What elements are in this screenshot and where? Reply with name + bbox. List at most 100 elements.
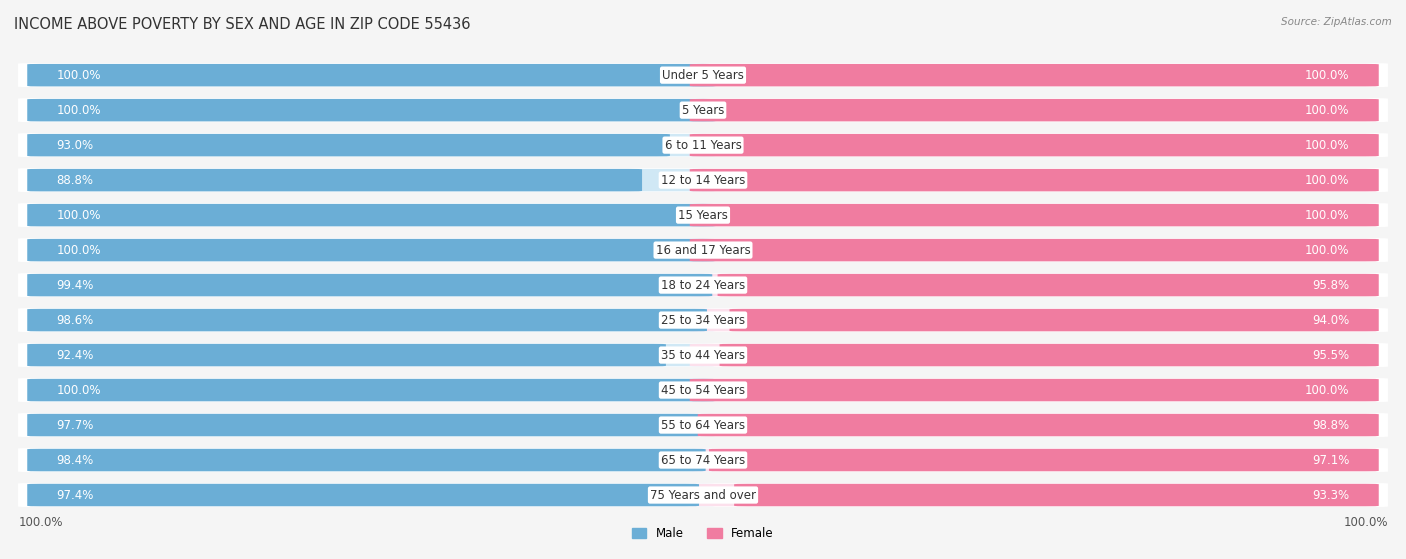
FancyBboxPatch shape — [27, 204, 716, 226]
Text: 100.0%: 100.0% — [56, 209, 101, 221]
FancyBboxPatch shape — [18, 203, 1388, 227]
Text: 100.0%: 100.0% — [1305, 69, 1350, 82]
Text: 100.0%: 100.0% — [1305, 103, 1350, 117]
FancyBboxPatch shape — [734, 484, 1379, 506]
Text: INCOME ABOVE POVERTY BY SEX AND AGE IN ZIP CODE 55436: INCOME ABOVE POVERTY BY SEX AND AGE IN Z… — [14, 17, 471, 32]
FancyBboxPatch shape — [720, 344, 1379, 366]
Text: 55 to 64 Years: 55 to 64 Years — [661, 419, 745, 432]
FancyBboxPatch shape — [18, 238, 1388, 262]
Text: 35 to 44 Years: 35 to 44 Years — [661, 349, 745, 362]
FancyBboxPatch shape — [690, 204, 1379, 226]
Text: 100.0%: 100.0% — [1305, 209, 1350, 221]
Text: 100.0%: 100.0% — [1343, 516, 1388, 529]
FancyBboxPatch shape — [27, 449, 716, 471]
FancyBboxPatch shape — [717, 274, 1379, 296]
Text: 100.0%: 100.0% — [56, 244, 101, 257]
FancyBboxPatch shape — [27, 484, 699, 506]
FancyBboxPatch shape — [697, 414, 1379, 436]
FancyBboxPatch shape — [27, 414, 702, 436]
FancyBboxPatch shape — [27, 64, 716, 86]
FancyBboxPatch shape — [27, 309, 707, 331]
Text: 25 to 34 Years: 25 to 34 Years — [661, 314, 745, 326]
Text: 100.0%: 100.0% — [56, 383, 101, 396]
Text: 12 to 14 Years: 12 to 14 Years — [661, 174, 745, 187]
Text: 5 Years: 5 Years — [682, 103, 724, 117]
FancyBboxPatch shape — [27, 169, 716, 191]
FancyBboxPatch shape — [27, 99, 716, 121]
Text: 100.0%: 100.0% — [56, 69, 101, 82]
Text: Source: ZipAtlas.com: Source: ZipAtlas.com — [1281, 17, 1392, 27]
Text: 93.0%: 93.0% — [56, 139, 94, 151]
FancyBboxPatch shape — [27, 414, 716, 436]
FancyBboxPatch shape — [27, 134, 716, 157]
FancyBboxPatch shape — [690, 239, 1379, 261]
FancyBboxPatch shape — [27, 169, 643, 191]
FancyBboxPatch shape — [27, 484, 716, 506]
FancyBboxPatch shape — [690, 99, 1379, 121]
FancyBboxPatch shape — [690, 134, 1379, 157]
FancyBboxPatch shape — [690, 274, 1379, 296]
FancyBboxPatch shape — [18, 483, 1388, 507]
FancyBboxPatch shape — [709, 449, 1379, 471]
FancyBboxPatch shape — [690, 379, 1379, 401]
FancyBboxPatch shape — [27, 379, 716, 401]
FancyBboxPatch shape — [27, 274, 716, 296]
Text: 100.0%: 100.0% — [1305, 244, 1350, 257]
Legend: Male, Female: Male, Female — [627, 523, 779, 545]
Text: 100.0%: 100.0% — [1305, 139, 1350, 151]
Text: 98.6%: 98.6% — [56, 314, 94, 326]
Text: 18 to 24 Years: 18 to 24 Years — [661, 278, 745, 292]
FancyBboxPatch shape — [27, 99, 716, 121]
FancyBboxPatch shape — [27, 344, 716, 366]
FancyBboxPatch shape — [690, 204, 1379, 226]
FancyBboxPatch shape — [18, 448, 1388, 472]
FancyBboxPatch shape — [690, 414, 1379, 436]
FancyBboxPatch shape — [690, 449, 1379, 471]
FancyBboxPatch shape — [27, 449, 706, 471]
FancyBboxPatch shape — [27, 204, 716, 226]
FancyBboxPatch shape — [690, 64, 1379, 86]
FancyBboxPatch shape — [18, 273, 1388, 297]
Text: 97.4%: 97.4% — [56, 489, 94, 501]
FancyBboxPatch shape — [27, 274, 713, 296]
Text: 97.1%: 97.1% — [1312, 453, 1350, 467]
FancyBboxPatch shape — [27, 344, 666, 366]
FancyBboxPatch shape — [27, 64, 716, 86]
FancyBboxPatch shape — [18, 378, 1388, 402]
FancyBboxPatch shape — [18, 413, 1388, 437]
Text: 92.4%: 92.4% — [56, 349, 94, 362]
Text: 100.0%: 100.0% — [1305, 174, 1350, 187]
FancyBboxPatch shape — [18, 168, 1388, 192]
Text: 93.3%: 93.3% — [1312, 489, 1350, 501]
Text: 15 Years: 15 Years — [678, 209, 728, 221]
FancyBboxPatch shape — [690, 379, 1379, 401]
FancyBboxPatch shape — [27, 379, 716, 401]
FancyBboxPatch shape — [730, 309, 1379, 331]
Text: Under 5 Years: Under 5 Years — [662, 69, 744, 82]
Text: 95.5%: 95.5% — [1312, 349, 1350, 362]
FancyBboxPatch shape — [690, 64, 1379, 86]
Text: 94.0%: 94.0% — [1312, 314, 1350, 326]
Text: 45 to 54 Years: 45 to 54 Years — [661, 383, 745, 396]
Text: 75 Years and over: 75 Years and over — [650, 489, 756, 501]
Text: 99.4%: 99.4% — [56, 278, 94, 292]
Text: 100.0%: 100.0% — [56, 103, 101, 117]
FancyBboxPatch shape — [18, 63, 1388, 87]
FancyBboxPatch shape — [690, 484, 1379, 506]
Text: 88.8%: 88.8% — [56, 174, 93, 187]
Text: 95.8%: 95.8% — [1312, 278, 1350, 292]
Text: 16 and 17 Years: 16 and 17 Years — [655, 244, 751, 257]
FancyBboxPatch shape — [690, 99, 1379, 121]
FancyBboxPatch shape — [18, 133, 1388, 157]
FancyBboxPatch shape — [18, 308, 1388, 332]
FancyBboxPatch shape — [27, 134, 669, 157]
FancyBboxPatch shape — [690, 309, 1379, 331]
FancyBboxPatch shape — [690, 344, 1379, 366]
Text: 100.0%: 100.0% — [1305, 383, 1350, 396]
FancyBboxPatch shape — [18, 98, 1388, 122]
FancyBboxPatch shape — [690, 239, 1379, 261]
FancyBboxPatch shape — [690, 169, 1379, 191]
Text: 98.8%: 98.8% — [1312, 419, 1350, 432]
Text: 98.4%: 98.4% — [56, 453, 94, 467]
FancyBboxPatch shape — [27, 239, 716, 261]
